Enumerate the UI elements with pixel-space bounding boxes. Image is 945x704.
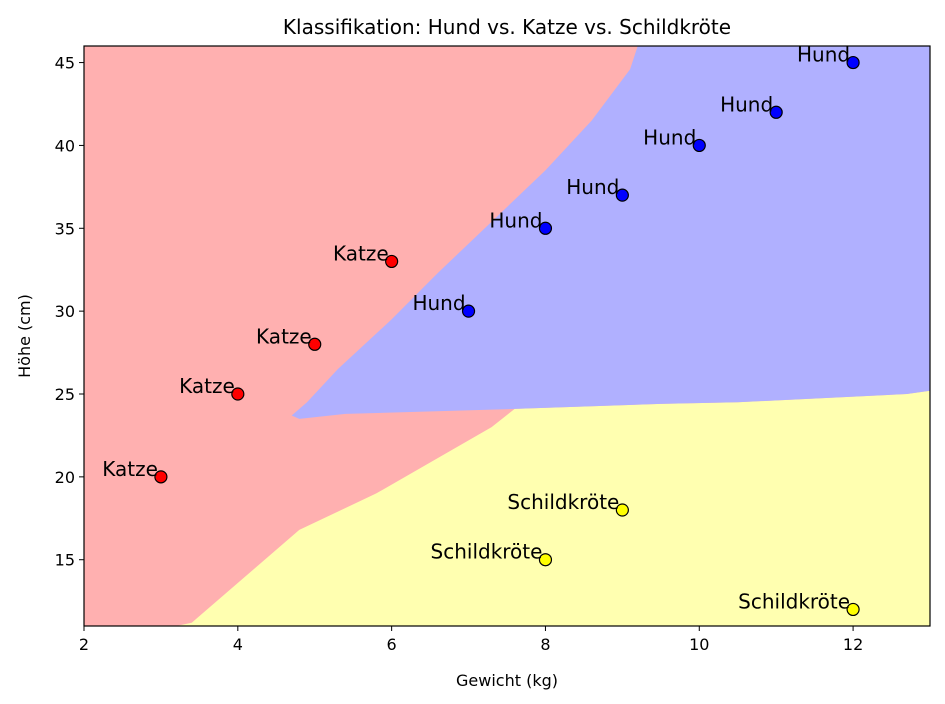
point-marker — [308, 337, 322, 351]
region-hund — [291, 46, 930, 419]
y-tick-label: 15 — [55, 551, 75, 570]
x-tick-label: 8 — [540, 635, 550, 654]
point-marker — [538, 553, 553, 567]
point-labels: Katze Katze Katze Katze Hund Hund Hund Hund Hund… — [102, 43, 850, 614]
plot-frame — [83, 45, 931, 627]
y-axis-label: Höhe (cm) — [15, 294, 34, 378]
point-label: Katze — [179, 374, 235, 398]
point-label: Katze — [333, 241, 389, 265]
region-schildkrte — [176, 390, 931, 626]
point-label: Hund — [412, 291, 465, 315]
point-marker — [538, 221, 553, 235]
decision-regions — [176, 46, 931, 626]
point-label: Hund — [566, 175, 619, 199]
y-tick-label: 35 — [55, 219, 75, 238]
point-label: Hund — [797, 43, 850, 67]
x-tick-label: 2 — [79, 635, 89, 654]
point-label: Schildkröte — [738, 589, 850, 613]
point-marker — [769, 105, 783, 119]
point-marker — [231, 387, 245, 401]
point-label: Katze — [102, 457, 158, 481]
point-label: Hund — [489, 208, 542, 232]
point-marker — [846, 55, 860, 70]
point-label: Schildkröte — [507, 490, 619, 514]
x-tick-label: 6 — [387, 635, 397, 654]
point-label: Hund — [720, 92, 773, 116]
y-tick-label: 45 — [55, 54, 75, 73]
x-tick-label: 10 — [689, 635, 709, 654]
point-marker — [154, 470, 168, 484]
x-axis-label: Gewicht (kg) — [456, 671, 558, 690]
point-marker — [461, 304, 476, 318]
point-marker — [615, 503, 629, 517]
point-label: Hund — [643, 125, 696, 149]
chart-title: Klassifikation: Hund vs. Katze vs. Schil… — [283, 15, 731, 39]
y-axis: 15 20 25 30 35 40 45 — [55, 54, 84, 570]
y-tick-label: 40 — [55, 136, 75, 155]
point-marker — [692, 138, 706, 153]
point-label: Katze — [256, 324, 312, 348]
y-tick-label: 20 — [55, 468, 75, 487]
data-points — [154, 55, 860, 617]
y-tick-label: 25 — [55, 385, 75, 404]
y-tick-label: 30 — [55, 302, 75, 321]
point-marker — [615, 188, 629, 202]
point-marker — [846, 602, 860, 617]
point-marker — [385, 254, 399, 269]
point-label: Schildkröte — [431, 540, 543, 564]
x-tick-label: 12 — [843, 635, 863, 654]
x-axis: 2 4 6 8 10 12 — [79, 626, 863, 654]
x-tick-label: 4 — [233, 635, 243, 654]
